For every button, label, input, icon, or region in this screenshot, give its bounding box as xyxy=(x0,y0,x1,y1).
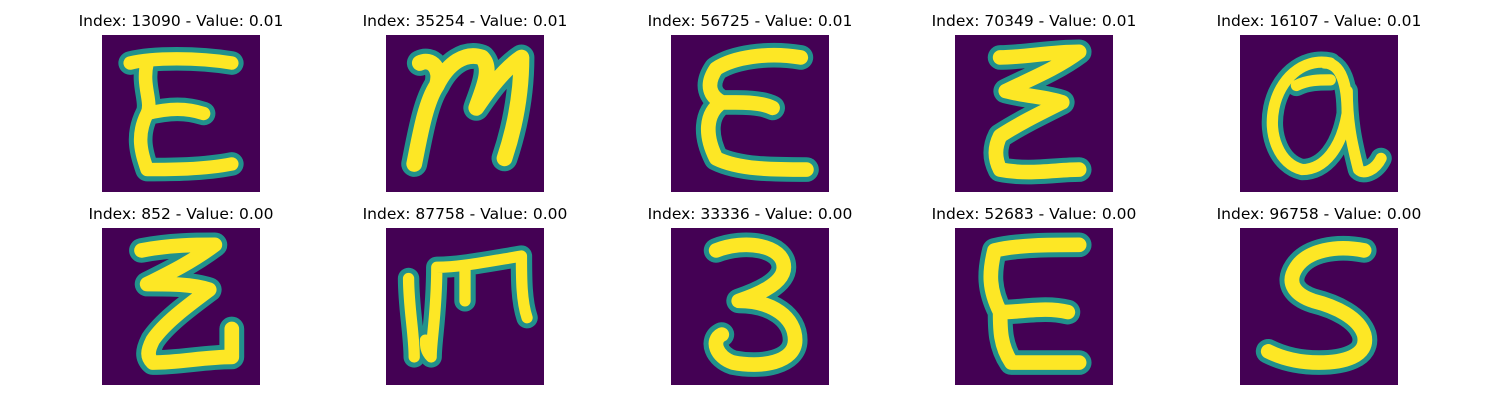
panel-title: Index: 70349 - Value: 0.01 xyxy=(931,12,1137,30)
glyph-m-e-sideways xyxy=(397,245,538,368)
panel-5: Index: 16107 - Value: 0.01 xyxy=(1204,11,1434,192)
panel-6: Index: 852 - Value: 0.00 xyxy=(66,204,296,385)
glyph-e-curly xyxy=(118,47,244,182)
digit-image xyxy=(955,35,1113,192)
panel-8: Index: 33336 - Value: 0.00 xyxy=(635,204,865,385)
digit-image xyxy=(671,228,829,385)
panel-4: Index: 70349 - Value: 0.01 xyxy=(919,11,1149,192)
panel-10: Index: 96758 - Value: 0.00 xyxy=(1204,204,1434,385)
digit-image xyxy=(102,228,260,385)
panel-2: Index: 35254 - Value: 0.01 xyxy=(350,11,580,192)
panel-title: Index: 35254 - Value: 0.01 xyxy=(362,12,568,30)
glyph-n-script xyxy=(401,43,535,177)
glyph-z-e-zigzag xyxy=(983,39,1092,185)
digit-image xyxy=(386,35,544,192)
glyph-a-loop xyxy=(1261,51,1392,183)
panel-1: Index: 13090 - Value: 0.01 xyxy=(66,11,296,192)
panel-title: Index: 13090 - Value: 0.01 xyxy=(78,12,284,30)
panel-title: Index: 33336 - Value: 0.00 xyxy=(647,205,853,223)
glyph-s xyxy=(1255,236,1378,375)
panel-title: Index: 87758 - Value: 0.00 xyxy=(362,205,568,223)
digit-image xyxy=(386,228,544,385)
glyph-z-zigzag xyxy=(129,232,245,375)
panel-7: Index: 87758 - Value: 0.00 xyxy=(350,204,580,385)
digit-image xyxy=(1240,228,1398,385)
digit-image xyxy=(671,35,829,192)
glyph-3 xyxy=(703,232,808,377)
digit-image xyxy=(102,35,260,192)
panel-9: Index: 52683 - Value: 0.00 xyxy=(919,204,1149,385)
panel-title: Index: 852 - Value: 0.00 xyxy=(88,205,274,223)
panel-title: Index: 52683 - Value: 0.00 xyxy=(931,205,1137,223)
panel-3: Index: 56725 - Value: 0.01 xyxy=(635,11,865,192)
panel-title: Index: 96758 - Value: 0.00 xyxy=(1216,205,1422,223)
panel-title: Index: 56725 - Value: 0.01 xyxy=(647,12,853,30)
digit-image xyxy=(1240,35,1398,192)
digit-image xyxy=(955,228,1113,385)
panel-title: Index: 16107 - Value: 0.01 xyxy=(1216,12,1422,30)
glyph-e-round xyxy=(695,42,819,182)
glyph-e xyxy=(978,232,1092,375)
